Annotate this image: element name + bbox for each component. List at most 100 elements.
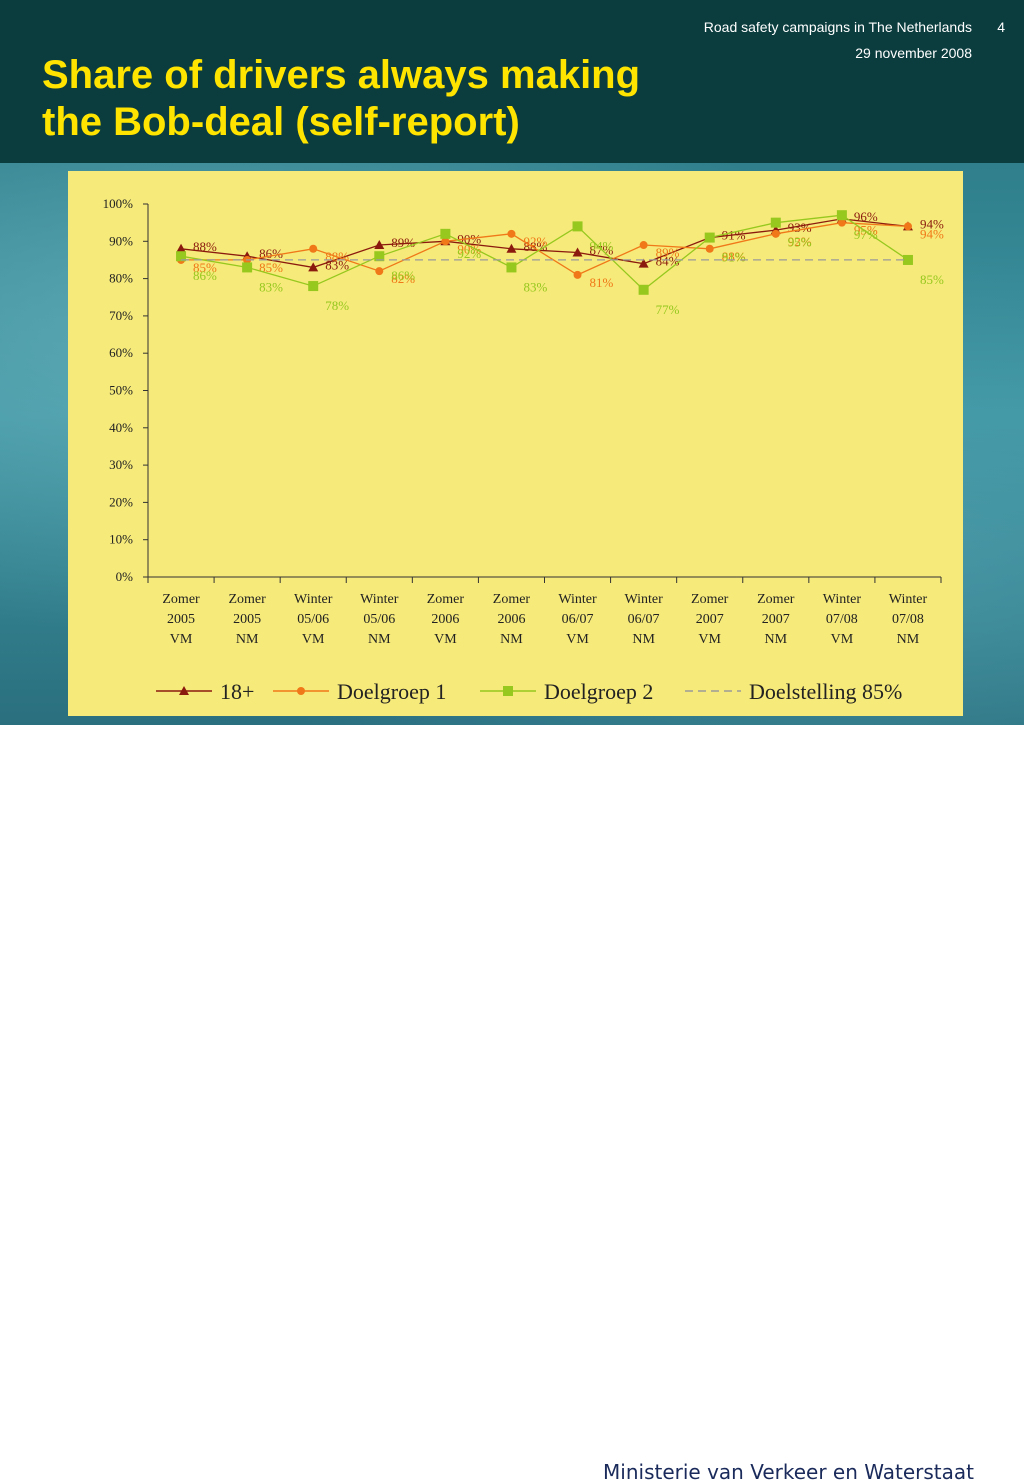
series-line <box>180 218 909 269</box>
data-label: 88% <box>523 239 547 254</box>
x-tick-label: 06/07 <box>628 612 660 627</box>
legend-label: Doelstelling 85% <box>749 679 902 704</box>
data-point-marker <box>704 232 715 243</box>
ministry-name: Ministerie van Verkeer en Waterstaat <box>603 1460 974 1484</box>
presentation-subtitle: Road safety campaigns in The Netherlands <box>703 19 972 35</box>
legend-marker <box>503 686 513 696</box>
x-tick-label: Zomer <box>228 592 266 607</box>
y-tick-label: 40% <box>109 420 133 435</box>
data-label: 85% <box>259 260 283 275</box>
x-tick-label: Zomer <box>691 592 729 607</box>
data-point-marker <box>770 217 781 228</box>
x-tick-label: Zomer <box>757 592 795 607</box>
footer: Ministerie van Verkeer en Waterstaat <box>0 725 1024 1484</box>
data-point-marker <box>242 262 253 273</box>
y-tick-label: 80% <box>109 271 133 286</box>
data-label: 90% <box>457 241 481 256</box>
x-tick-label: 2006 <box>497 612 525 627</box>
data-point-marker <box>374 251 385 262</box>
slide-number: 4 <box>997 19 1005 35</box>
x-tick-label: 2007 <box>696 612 724 627</box>
x-tick-label: 2006 <box>431 612 459 627</box>
data-point-marker <box>374 240 385 250</box>
line-chart: 0% 10% 20% 30% 40% 50% 60% 70% 80% 90% 100% Zomer 20… <box>103 196 944 704</box>
presentation-date: 29 november 2008 <box>855 45 972 61</box>
y-tick-label: 70% <box>109 308 133 323</box>
data-label: 91% <box>722 250 746 265</box>
data-label: 88% <box>325 249 349 264</box>
data-label: 94% <box>590 238 614 253</box>
x-tick-label: NM <box>632 632 655 647</box>
data-label: 78% <box>325 298 349 313</box>
data-point-marker <box>638 284 649 295</box>
x-tick-label: Zomer <box>427 592 465 607</box>
legend-label: 18+ <box>220 679 254 704</box>
x-tick-label: Winter <box>360 592 399 607</box>
x-tick-label: 07/08 <box>826 612 858 627</box>
data-point-marker <box>572 247 583 257</box>
data-point-marker <box>506 262 517 273</box>
data-point-marker <box>440 228 451 239</box>
data-label: 92% <box>523 234 547 249</box>
data-label: 94% <box>920 226 944 241</box>
data-point-marker <box>176 251 187 262</box>
data-label: 86% <box>391 268 415 283</box>
data-label: 94% <box>920 216 944 231</box>
x-tick-label: Winter <box>889 592 928 607</box>
y-tick-label: 0% <box>116 569 134 584</box>
x-tick-label: VM <box>566 632 589 647</box>
chart-panel: 0% 10% 20% 30% 40% 50% 60% 70% 80% 90% 100% Zomer 20… <box>68 171 963 716</box>
data-label: 95% <box>854 223 878 238</box>
y-tick-label: 60% <box>109 345 133 360</box>
y-tick-label: 20% <box>109 494 133 509</box>
legend-marker <box>179 686 189 695</box>
x-tick-label: Winter <box>624 592 663 607</box>
x-tick-label: 06/07 <box>562 612 594 627</box>
data-point-marker <box>705 244 714 253</box>
data-point-marker <box>902 254 913 265</box>
x-tick-label: 2005 <box>167 612 195 627</box>
x-tick-label: VM <box>698 632 721 647</box>
x-tick-label: 07/08 <box>892 612 924 627</box>
data-label: 89% <box>656 245 680 260</box>
data-point-marker <box>375 267 384 276</box>
y-tick-label: 30% <box>109 457 133 472</box>
data-point-marker <box>176 243 187 253</box>
x-tick-label: NM <box>368 632 391 647</box>
data-label: 77% <box>656 302 680 317</box>
data-point-marker <box>836 210 847 221</box>
x-tick-label: VM <box>434 632 457 647</box>
data-point-marker <box>639 241 648 250</box>
legend-label: Doelgroep 2 <box>544 679 653 704</box>
x-tick-label: Zomer <box>162 592 200 607</box>
data-point-marker <box>308 262 319 272</box>
data-label: 85% <box>920 272 944 287</box>
y-tick-label: 10% <box>109 532 133 547</box>
x-tick-label: NM <box>765 632 788 647</box>
data-point-marker <box>638 258 649 268</box>
x-tick-label: Zomer <box>493 592 531 607</box>
legend-label: Doelgroep 1 <box>337 679 446 704</box>
x-tick-label: 2005 <box>233 612 261 627</box>
data-point-marker <box>572 221 583 232</box>
data-point-marker <box>507 229 516 238</box>
y-tick-label: 50% <box>109 383 133 398</box>
x-tick-label: VM <box>302 632 325 647</box>
x-tick-label: NM <box>897 632 920 647</box>
x-tick-label: Winter <box>294 592 333 607</box>
x-tick-label: Winter <box>558 592 597 607</box>
page-title-line-2: the Bob-deal (self-report) <box>42 100 520 144</box>
series-line <box>180 214 909 291</box>
data-label: 95% <box>788 235 812 250</box>
x-tick-label: 2007 <box>762 612 790 627</box>
data-label: 82% <box>391 271 415 286</box>
data-point-marker <box>771 229 780 238</box>
data-label: 83% <box>523 279 547 294</box>
y-tick-label: 100% <box>103 196 134 211</box>
x-tick-label: 05/06 <box>363 612 395 627</box>
data-point-marker <box>837 218 846 227</box>
data-point-marker <box>506 243 517 253</box>
data-point-marker <box>903 222 912 231</box>
x-tick-label: 05/06 <box>297 612 329 627</box>
data-label: 86% <box>193 268 217 283</box>
